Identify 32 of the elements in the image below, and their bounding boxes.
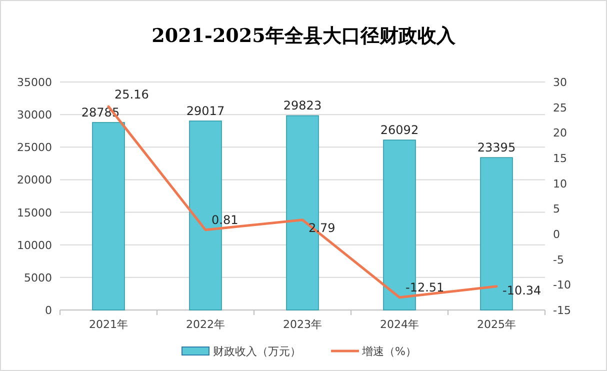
y2-tick-label: -10: [553, 278, 571, 292]
y2-tick-label: 0: [553, 228, 560, 241]
y2-tick-label: 15: [553, 152, 567, 165]
data-label: 29017: [186, 104, 225, 118]
y2-tick-label: 10: [553, 177, 567, 190]
data-label: 26092: [380, 123, 419, 138]
y2-tick-label: -5: [553, 253, 564, 266]
y-tick-label: 5000: [24, 271, 52, 284]
y-tick-label: 10000: [17, 238, 52, 252]
x-tick-label: 2025年: [477, 318, 516, 331]
data-label: 23395: [477, 140, 516, 155]
y2-tick-label: 5: [553, 202, 560, 216]
x-tick-label: 2021年: [89, 318, 128, 331]
x-tick-label: 2022年: [186, 318, 225, 331]
y2-tick-label: -15: [553, 304, 571, 317]
bar: [92, 122, 125, 310]
y-tick-label: 25000: [17, 141, 52, 154]
x-tick-label: 2023年: [283, 318, 322, 331]
y-tick-label: 30000: [17, 108, 52, 122]
y2-tick-label: 30: [553, 76, 567, 89]
y-tick-label: 0: [45, 304, 52, 317]
y-tick-label: 15000: [17, 206, 52, 220]
y2-tick-label: 20: [553, 126, 567, 140]
y-tick-label: 35000: [17, 76, 52, 89]
x-tick-label: 2024年: [380, 318, 419, 331]
legend-label: 财政收入（万元）: [213, 345, 301, 358]
y2-tick-label: 25: [553, 101, 567, 114]
chart-title: 2021-2025年全县大口径财政收入: [152, 25, 456, 47]
data-label: 29823: [283, 98, 322, 113]
legend-label: 增速（%）: [361, 345, 416, 358]
data-label: 25.16: [114, 88, 149, 102]
y-tick-label: 20000: [17, 174, 52, 187]
